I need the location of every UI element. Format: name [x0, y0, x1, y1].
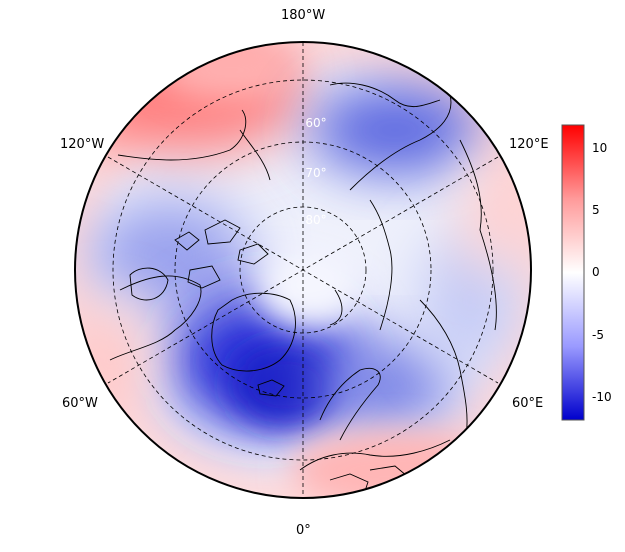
lon-label-0: 0°	[296, 523, 311, 538]
lon-label-60e: 60°E	[512, 396, 544, 411]
lon-label-120e: 120°E	[509, 137, 549, 152]
colorbar-gradient	[561, 124, 585, 421]
colorbar-tick-minus5: -5	[592, 328, 604, 342]
colorbar-tick-5: 5	[592, 203, 600, 217]
colorbar-tick-10: 10	[592, 141, 608, 155]
graticule	[107, 42, 499, 498]
colorbar-tick-0: 0	[592, 265, 600, 279]
coastlines	[109, 82, 497, 495]
lon-label-60w: 60°W	[62, 396, 98, 411]
lat-label-70: 70°	[305, 166, 327, 180]
lat-label-80: 80°	[305, 213, 327, 227]
anomaly-field	[75, 42, 531, 498]
colorbar-tick-minus10: -10	[592, 390, 612, 404]
lon-label-180w: 180°W	[281, 8, 326, 23]
lon-label-120w: 120°W	[60, 137, 105, 152]
lat-label-60: 60°	[305, 116, 327, 130]
map-boundary	[74, 41, 532, 499]
